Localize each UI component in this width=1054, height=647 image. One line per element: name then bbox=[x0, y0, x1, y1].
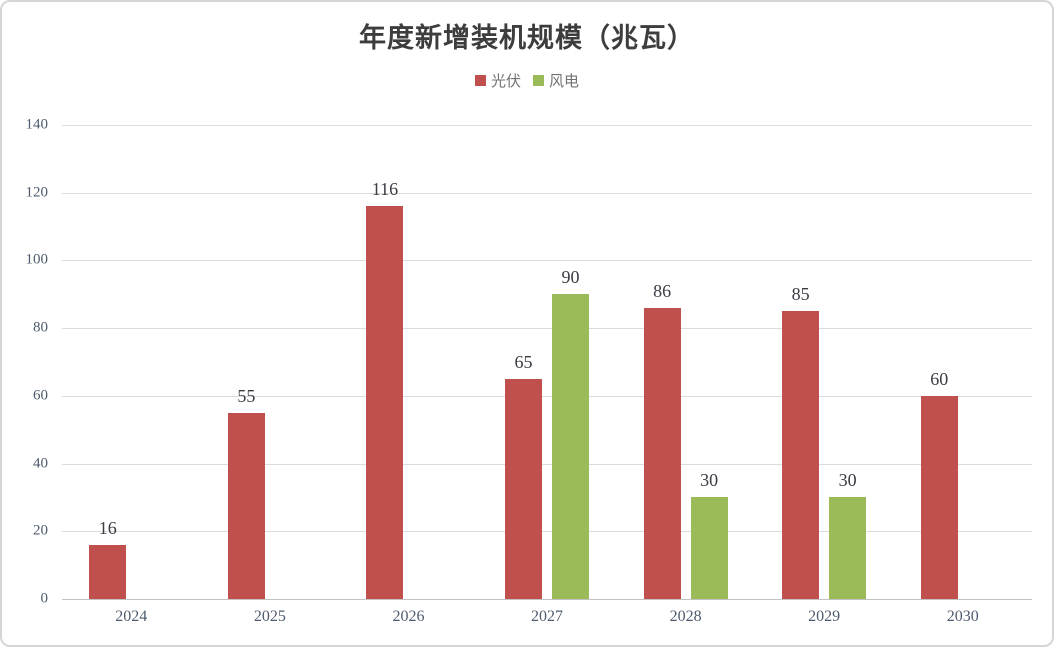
y-tick-label: 20 bbox=[33, 522, 48, 539]
wind-legend-swatch bbox=[533, 75, 544, 86]
bar-value-label: 30 bbox=[700, 470, 719, 491]
x-tick-label: 2029 bbox=[808, 608, 841, 625]
legend-item-solar: 光伏 bbox=[474, 70, 521, 91]
category-column: 55 bbox=[201, 125, 340, 599]
bar-solar: 60 bbox=[920, 369, 958, 599]
bar-wind: 30 bbox=[829, 470, 867, 599]
bar-value-label: 30 bbox=[838, 470, 857, 491]
bar-solar: 116 bbox=[366, 179, 404, 599]
category-column: 65 90 bbox=[478, 125, 617, 599]
x-axis-labels: 2024 2025 2026 2027 2028 2029 2030 bbox=[62, 608, 1032, 626]
x-axis-line bbox=[62, 599, 1032, 600]
bar-value-label: 55 bbox=[237, 385, 256, 406]
x-tick-label: 2030 bbox=[946, 608, 979, 625]
plot-area: 16 55 116 65 90 86 30 85 30 60 bbox=[62, 125, 1032, 600]
solar-legend-label: 光伏 bbox=[490, 74, 521, 90]
solar-legend-swatch bbox=[474, 75, 486, 86]
category-column: 116 bbox=[339, 125, 478, 599]
y-tick-label: 80 bbox=[33, 319, 48, 336]
bar-solar: 86 bbox=[643, 281, 681, 599]
legend-item-wind: 风电 bbox=[533, 70, 579, 91]
bar-value-label: 60 bbox=[930, 368, 949, 389]
category-column: 85 30 bbox=[755, 125, 894, 599]
gridline bbox=[62, 328, 1032, 330]
gridline bbox=[62, 260, 1032, 262]
chart-title: 年度新增装机规模（兆瓦） bbox=[359, 23, 695, 53]
category-column: 60 bbox=[893, 125, 1032, 599]
gridline bbox=[62, 531, 1032, 533]
bar-solar: 55 bbox=[227, 386, 265, 599]
bar-wind: 90 bbox=[552, 267, 590, 599]
x-tick-label: 2027 bbox=[531, 608, 564, 625]
y-tick-label: 60 bbox=[33, 387, 48, 404]
bar-value-label: 16 bbox=[98, 517, 117, 538]
bar-value-label: 116 bbox=[371, 179, 399, 200]
bar-value-label: 85 bbox=[791, 284, 810, 305]
category-column: 16 bbox=[62, 125, 201, 599]
gridline bbox=[62, 463, 1032, 465]
bar-value-label: 65 bbox=[514, 351, 533, 372]
bar-solar: 85 bbox=[782, 284, 820, 599]
x-tick-label: 2028 bbox=[669, 608, 702, 625]
bar-solar: 65 bbox=[505, 352, 543, 599]
y-tick-label: 140 bbox=[25, 116, 49, 133]
gridline bbox=[62, 192, 1032, 194]
bar-value-label: 86 bbox=[653, 280, 672, 301]
y-tick-label: 0 bbox=[40, 590, 49, 607]
category-column: 86 30 bbox=[616, 125, 755, 599]
y-tick-label: 40 bbox=[33, 455, 48, 472]
x-tick-label: 2026 bbox=[392, 608, 425, 625]
wind-legend-label: 风电 bbox=[549, 74, 580, 90]
gridline bbox=[62, 395, 1032, 397]
plot-columns: 16 55 116 65 90 86 30 85 30 60 bbox=[62, 125, 1032, 599]
y-tick-label: 100 bbox=[25, 251, 49, 268]
bar-solar: 16 bbox=[89, 518, 127, 599]
legend: 光伏 风电 bbox=[2, 70, 1052, 91]
gridline bbox=[62, 125, 1032, 126]
bar-value-label: 90 bbox=[561, 267, 580, 288]
x-tick-label: 2025 bbox=[253, 608, 286, 625]
bar-wind: 30 bbox=[690, 470, 728, 599]
x-tick-label: 2024 bbox=[115, 608, 148, 625]
y-tick-label: 120 bbox=[25, 184, 49, 201]
